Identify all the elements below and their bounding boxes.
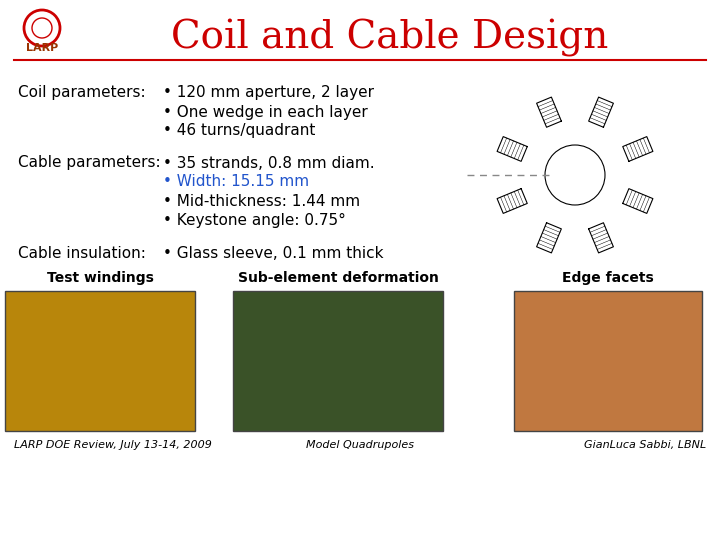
Polygon shape (497, 188, 527, 213)
Bar (5, 291, 195, 431)
Text: LARP: LARP (26, 43, 58, 53)
Text: Cable insulation:: Cable insulation: (18, 246, 146, 260)
Text: Edge facets: Edge facets (562, 271, 654, 285)
Bar (514, 291, 702, 431)
Text: • 35 strands, 0.8 mm diam.: • 35 strands, 0.8 mm diam. (163, 156, 374, 171)
Polygon shape (589, 223, 613, 253)
Text: • 46 turns/quadrant: • 46 turns/quadrant (163, 124, 315, 138)
Text: • 120 mm aperture, 2 layer: • 120 mm aperture, 2 layer (163, 85, 374, 100)
Text: Model Quadrupoles: Model Quadrupoles (306, 440, 414, 450)
Text: Test windings: Test windings (47, 271, 153, 285)
Text: LARP DOE Review, July 13-14, 2009: LARP DOE Review, July 13-14, 2009 (14, 440, 212, 450)
Polygon shape (623, 137, 653, 161)
Polygon shape (497, 137, 527, 161)
Polygon shape (536, 223, 562, 253)
Text: Coil parameters:: Coil parameters: (18, 85, 145, 100)
Bar (233, 291, 443, 431)
Text: • One wedge in each layer: • One wedge in each layer (163, 105, 368, 119)
Polygon shape (589, 97, 613, 127)
Text: • Glass sleeve, 0.1 mm thick: • Glass sleeve, 0.1 mm thick (163, 246, 384, 260)
Circle shape (545, 145, 605, 205)
Text: Coil and Cable Design: Coil and Cable Design (171, 19, 608, 57)
Text: • Keystone angle: 0.75°: • Keystone angle: 0.75° (163, 213, 346, 227)
Text: • Mid-thickness: 1.44 mm: • Mid-thickness: 1.44 mm (163, 193, 360, 208)
Text: • Width: 15.15 mm: • Width: 15.15 mm (163, 174, 309, 190)
Text: Cable parameters:: Cable parameters: (18, 156, 161, 171)
Polygon shape (623, 188, 653, 213)
Polygon shape (536, 97, 562, 127)
Text: GianLuca Sabbi, LBNL: GianLuca Sabbi, LBNL (584, 440, 706, 450)
Text: Sub-element deformation: Sub-element deformation (238, 271, 438, 285)
